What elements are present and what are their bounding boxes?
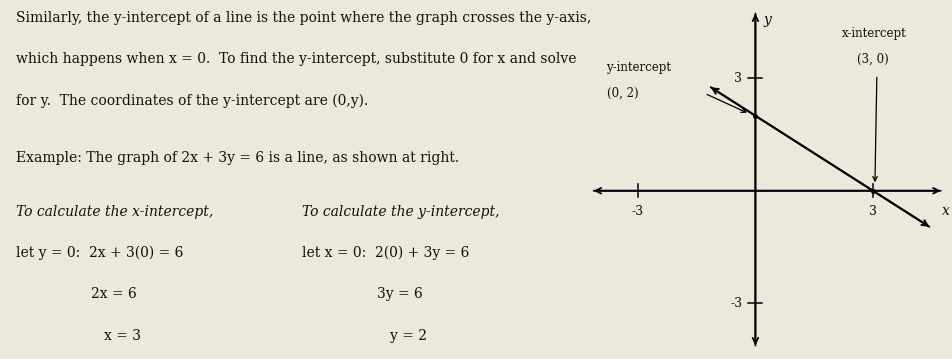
- Text: 3: 3: [734, 72, 742, 85]
- Text: -3: -3: [631, 205, 644, 218]
- Text: which happens when x = 0.  To find the y-intercept, substitute 0 for x and solve: which happens when x = 0. To find the y-…: [15, 52, 576, 66]
- Text: (0, 2): (0, 2): [605, 87, 638, 100]
- Text: 2x = 6: 2x = 6: [91, 288, 137, 301]
- Text: x = 3: x = 3: [104, 329, 141, 342]
- Text: for y.  The coordinates of the y-intercept are (0,y).: for y. The coordinates of the y-intercep…: [15, 93, 367, 108]
- Text: To calculate the y-intercept,: To calculate the y-intercept,: [302, 205, 499, 219]
- Text: Example: The graph of 2x + 3y = 6 is a line, as shown at right.: Example: The graph of 2x + 3y = 6 is a l…: [15, 151, 458, 165]
- Text: y: y: [763, 13, 770, 27]
- Text: y = 2: y = 2: [389, 329, 426, 342]
- Text: let x = 0:  2(0) + 3y = 6: let x = 0: 2(0) + 3y = 6: [302, 246, 468, 261]
- Text: -3: -3: [729, 297, 742, 310]
- Text: x-intercept: x-intercept: [841, 27, 905, 40]
- Text: x: x: [941, 204, 948, 218]
- Text: 3y = 6: 3y = 6: [377, 288, 423, 301]
- Text: y-intercept: y-intercept: [605, 61, 671, 74]
- Text: To calculate the x-intercept,: To calculate the x-intercept,: [15, 205, 212, 219]
- Text: 3: 3: [868, 205, 876, 218]
- Text: (3, 0): (3, 0): [857, 53, 888, 66]
- Text: Similarly, the y-intercept of a line is the point where the graph crosses the y-: Similarly, the y-intercept of a line is …: [15, 11, 590, 25]
- Text: let y = 0:  2x + 3(0) = 6: let y = 0: 2x + 3(0) = 6: [15, 246, 183, 261]
